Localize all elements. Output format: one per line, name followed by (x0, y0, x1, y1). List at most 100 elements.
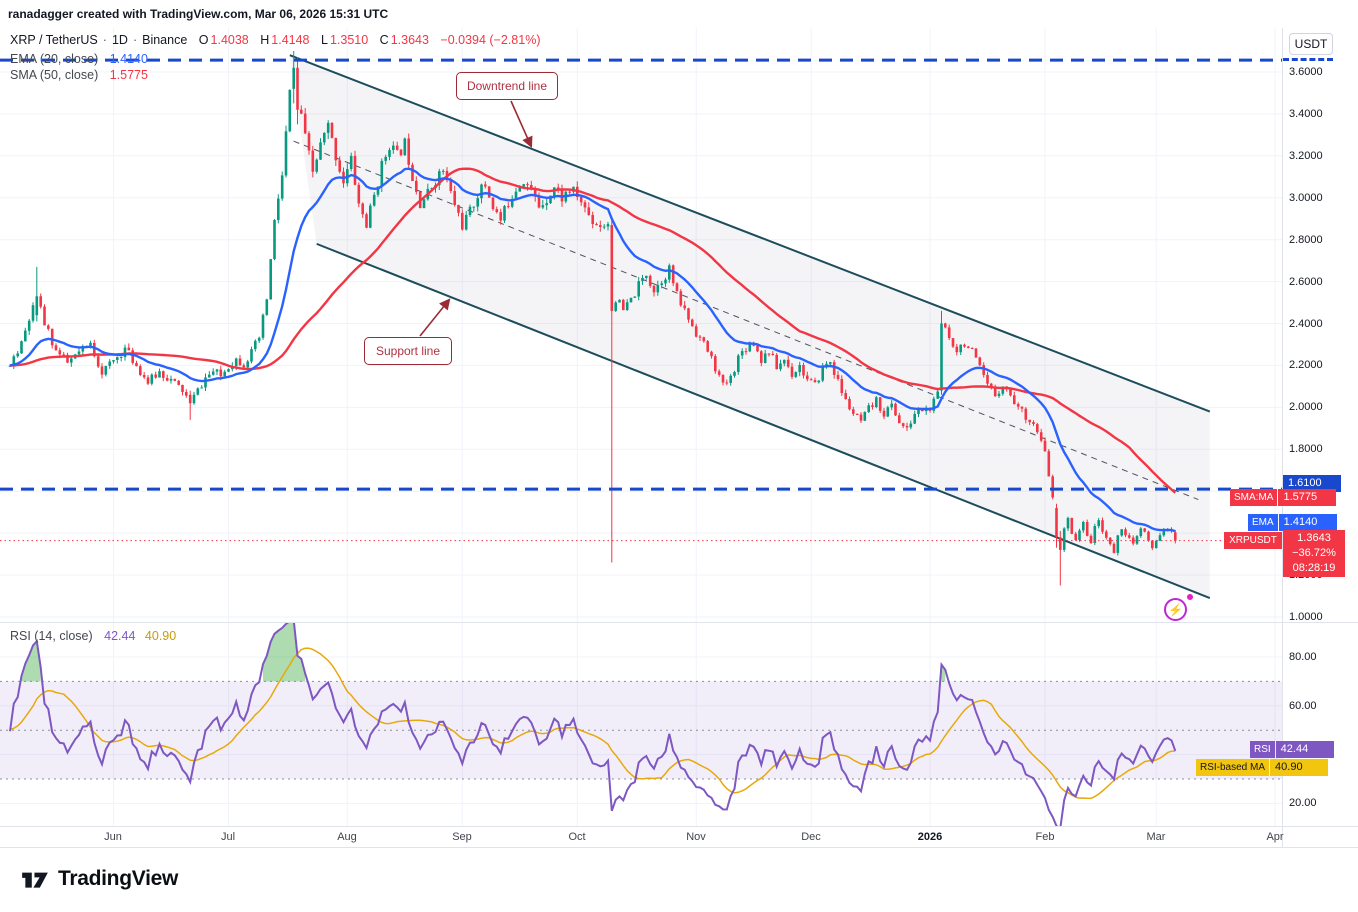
time-label-2026: 2026 (917, 831, 943, 843)
time-label-Apr: Apr (1266, 831, 1284, 843)
rsi-ma-axis-value: 40.90 (1270, 759, 1329, 776)
rsi-value: 42.44 (104, 629, 136, 643)
sma-tag: SMA:MA (1230, 489, 1278, 506)
annotation-text: Downtrend line (466, 79, 548, 93)
bar-countdown: 08:28:19 (1292, 562, 1336, 574)
rsi-ma-tag: RSI-based MA (1196, 759, 1270, 776)
price-tick: 2.8000 (1289, 234, 1323, 246)
price-tick: 1.0000 (1289, 611, 1323, 623)
rsi-tick: 20.00 (1289, 797, 1317, 809)
annotation-downtrend-line[interactable]: Downtrend line (456, 72, 558, 100)
price-axis[interactable]: 3.6000 3.4000 3.2000 3.0000 2.8000 2.6000 2.40… (1282, 28, 1358, 826)
symbol-axis-tag: XRPUSDT (1224, 532, 1282, 549)
time-label-Dec: Dec (801, 831, 821, 843)
time-label-Jul: Jul (220, 831, 236, 843)
rsi-ma-line (9, 647, 1176, 800)
price-tick: 2.4000 (1289, 318, 1323, 330)
symbol-legend[interactable]: XRP / TetherUS · 1D · Binance O 1.4038 H 1.414… (10, 33, 540, 47)
time-label-Sep: Sep (452, 831, 472, 843)
channel-midline (293, 140, 1199, 501)
time-label-Feb: Feb (1035, 831, 1055, 843)
currency-button[interactable]: USDT (1289, 33, 1333, 55)
price-tick: 3.4000 (1289, 108, 1323, 120)
chart-bottom-border (0, 847, 1358, 848)
watermark-bar: ranadagger created with TradingView.com,… (0, 0, 1358, 28)
time-axis[interactable]: Jun Jul Aug Sep Oct Nov Dec 2026 Feb Mar Apr (0, 827, 1284, 848)
pane-separator[interactable] (0, 622, 1358, 623)
level-line-axis-segment (1283, 58, 1333, 61)
price-tick: 3.2000 (1289, 150, 1323, 162)
legend-separator: · (102, 33, 107, 47)
price-tick: 2.2000 (1289, 359, 1323, 371)
annotation-text: Support line (375, 344, 441, 358)
rsi-ma-axis-label: RSI-based MA 40.90 (1196, 759, 1329, 776)
ema-axis-value: 1.4140 (1278, 514, 1337, 531)
price-axis-border (1282, 28, 1283, 848)
symbol-name: XRP / TetherUS (10, 33, 98, 47)
ema-legend[interactable]: EMA (20, close) 1.4140 (10, 52, 148, 66)
high-label: H (260, 33, 270, 47)
sma-value: 1.5775 (109, 68, 148, 82)
close-label: C (379, 33, 389, 47)
low-label: L (320, 33, 328, 47)
level-price-value: 1.6100 (1283, 475, 1341, 492)
annotation-arrows (419, 100, 533, 337)
change-value: −0.0394 (−2.81%) (440, 33, 541, 47)
open-label: O (198, 33, 209, 47)
rsi-ma-value: 40.90 (144, 629, 177, 643)
downtrend-line[interactable] (289, 54, 1211, 413)
rsi-tick: 60.00 (1289, 700, 1317, 712)
rsi-title: RSI (14, close) (10, 629, 93, 643)
ema-line (9, 167, 1176, 533)
flash-marker-icon[interactable]: ⚡ (1164, 598, 1187, 621)
rsi-legend[interactable]: RSI (14, close) 42.44 40.90 (10, 629, 176, 643)
watermark-text: ranadagger created with TradingView.com,… (8, 7, 389, 21)
ema-tag: EMA (1248, 514, 1278, 531)
chart-area: 3.6000 3.4000 3.2000 3.0000 2.8000 2.6000 2.40… (0, 28, 1358, 848)
sma-title: SMA (50, close) (10, 68, 99, 82)
symbol-tag: XRPUSDT (1224, 532, 1282, 549)
rsi-overbought-fill (21, 641, 41, 682)
sma-axis-value: 1.5775 (1278, 489, 1337, 506)
change-percent: −36.72% (1292, 547, 1336, 559)
ema-title: EMA (20, close) (10, 52, 99, 66)
price-tick: 3.0000 (1289, 192, 1323, 204)
last-price-label: 1.3643 −36.72% 08:28:19 (1283, 530, 1345, 577)
low-value: 1.3510 (329, 33, 369, 47)
price-tick: 2.6000 (1289, 276, 1323, 288)
sma-axis-label: SMA:MA 1.5775 (1230, 489, 1337, 506)
level-price-label: 1.6100 (1283, 475, 1341, 492)
price-pane[interactable] (0, 28, 1282, 622)
footer: TradingView (0, 848, 1358, 912)
rsi-grid (0, 623, 1282, 826)
rsi-pane[interactable] (0, 623, 1282, 826)
ema-value: 1.4140 (109, 52, 148, 66)
rsi-tick: 80.00 (1289, 651, 1317, 663)
price-tick: 2.0000 (1289, 401, 1323, 413)
time-label-Oct: Oct (568, 831, 586, 843)
rsi-axis-value: 42.44 (1275, 741, 1334, 758)
ema-axis-label: EMA 1.4140 (1248, 514, 1337, 531)
annotation-support-line[interactable]: Support line (364, 337, 452, 365)
last-price-value: 1.3643 (1297, 532, 1331, 544)
rsi-line (9, 623, 1177, 826)
grid (0, 28, 1282, 622)
flash-marker-dot (1187, 594, 1193, 600)
rsi-axis-label: RSI 42.44 (1250, 741, 1334, 758)
interval: 1D (111, 33, 128, 47)
tradingview-logo-icon (22, 872, 48, 888)
legend-separator: · (132, 33, 138, 47)
time-label-Jun: Jun (104, 831, 122, 843)
time-label-Aug: Aug (337, 831, 357, 843)
sma-line (9, 167, 1177, 494)
time-axis-separator (0, 826, 1358, 827)
high-value: 1.4148 (271, 33, 310, 47)
sma-legend[interactable]: SMA (50, close) 1.5775 (10, 68, 148, 82)
price-tick: 1.8000 (1289, 443, 1323, 455)
open-value: 1.4038 (210, 33, 249, 47)
price-tick: 3.6000 (1289, 66, 1323, 78)
tradingview-logo[interactable]: TradingView (20, 864, 178, 894)
close-value: 1.3643 (390, 33, 429, 47)
time-label-Nov: Nov (686, 831, 706, 843)
time-label-Mar: Mar (1146, 831, 1166, 843)
